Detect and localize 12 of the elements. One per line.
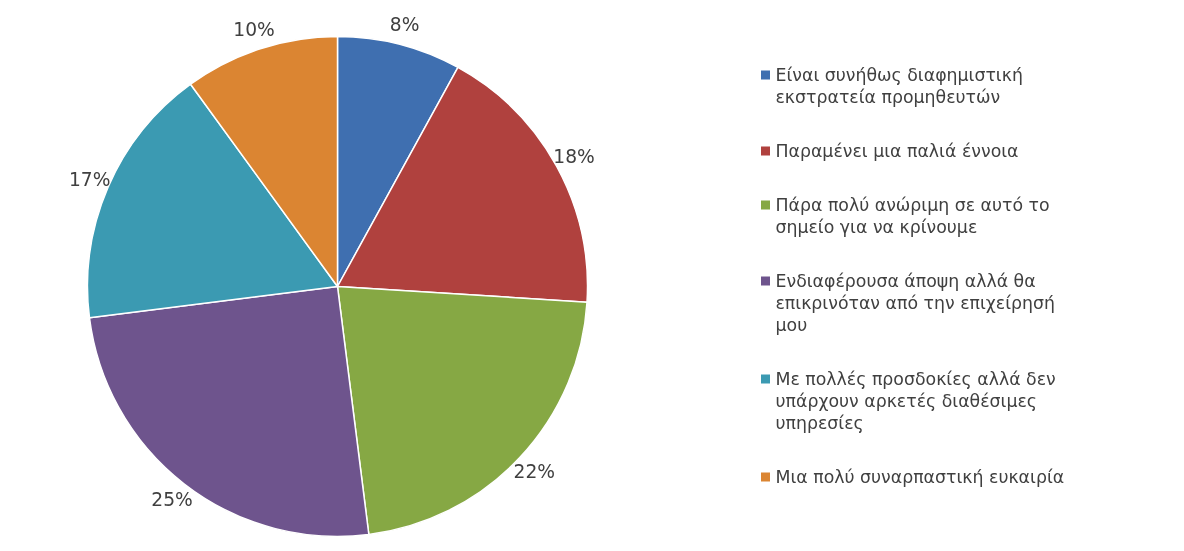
legend-label: Πάρα πολύ ανώριμη σε αυτό το σημείο για να κρίνουμε	[775, 195, 1050, 237]
data-label: 8%	[389, 14, 420, 36]
data-label: 25%	[151, 489, 193, 511]
data-label: 17%	[68, 168, 111, 190]
data-label: 10%	[233, 19, 275, 41]
legend-label: Μια πολύ συναρπαστική ευκαιρία	[775, 467, 1065, 487]
legend-label: Με πολλές προσδοκίες αλλά δεν υπάρχουν αρκετές διαθέσιμες υπηρεσίες	[775, 369, 1056, 433]
legend-label: Παραμένει μια παλιά έννοια	[775, 141, 1019, 161]
legend-label: Είναι συνήθως διαφημιστική εκστρατεία προμηθευτών	[775, 65, 1023, 107]
data-label: 18%	[553, 145, 595, 167]
legend-label: Ενδιαφέρουσα άποψη αλλά θα επικρινόταν από την επιχείρησή μου	[775, 271, 1055, 335]
data-label: 22%	[513, 460, 556, 482]
